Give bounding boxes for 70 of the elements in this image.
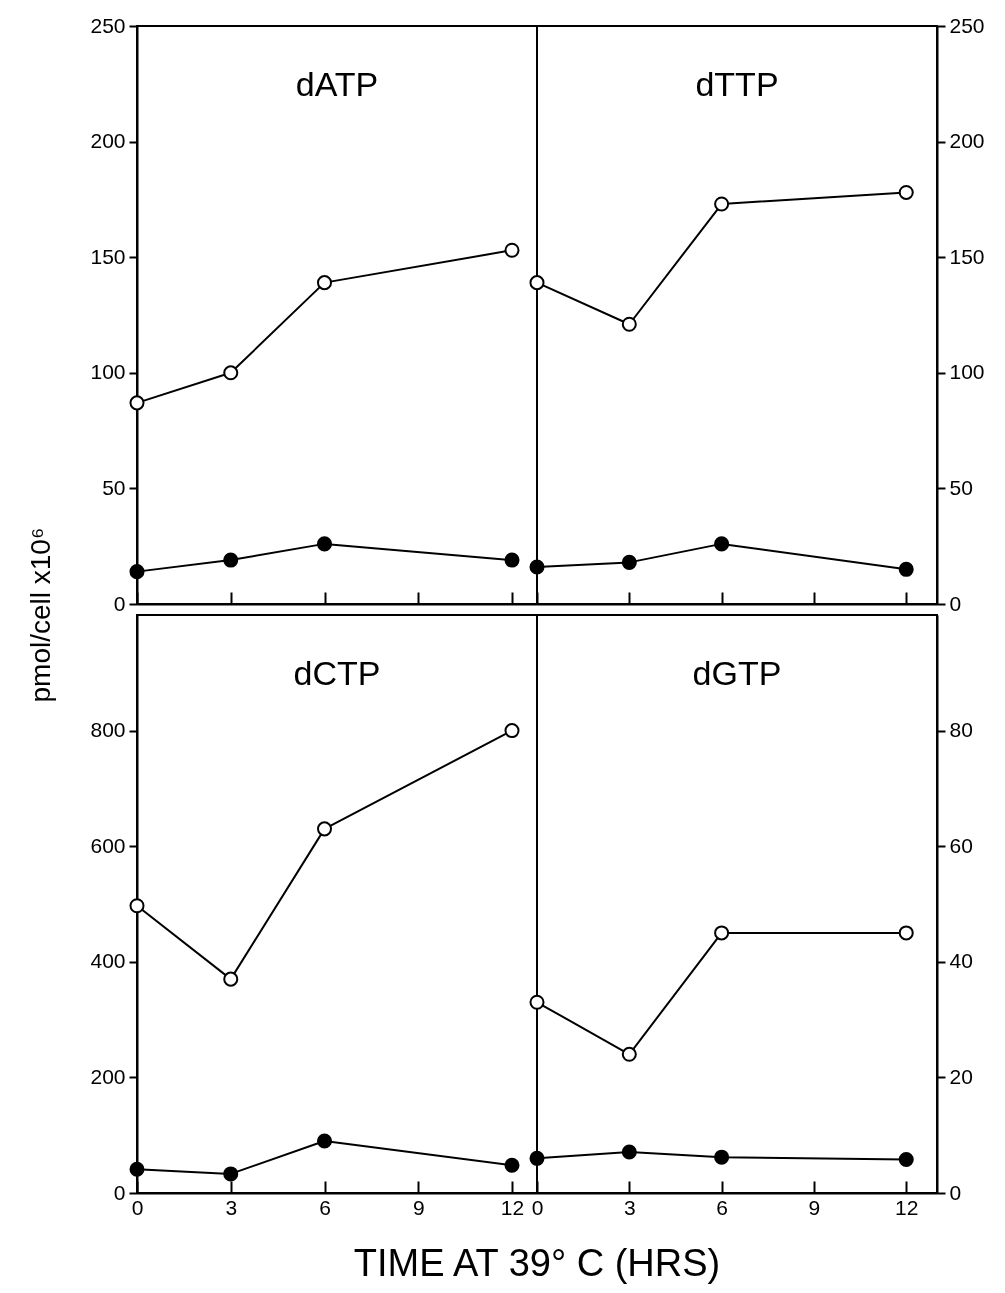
y-tick-label: 200 [90, 1064, 126, 1088]
point [316, 275, 333, 291]
text: dCTP [293, 654, 381, 692]
point [223, 971, 239, 987]
y2-tick-label: 80 [949, 718, 973, 742]
point [621, 1144, 637, 1160]
point [316, 1133, 333, 1149]
y-tick-label: 150 [90, 244, 126, 268]
y-tick-label: 800 [90, 718, 126, 742]
point [714, 536, 730, 552]
point [504, 242, 520, 258]
x-tick-label: 6 [319, 1195, 331, 1219]
point [129, 1161, 145, 1177]
x-tick-label: 6 [716, 1195, 728, 1219]
y-tick-label: 100 [90, 360, 126, 384]
point [316, 821, 333, 837]
point [529, 994, 545, 1010]
x-tick-label: 0 [131, 1195, 144, 1219]
y-tick-label: 400 [90, 949, 126, 973]
point [898, 184, 914, 200]
point [223, 1166, 239, 1182]
y-tick-label: 200 [90, 129, 126, 153]
point [621, 554, 637, 570]
y2-tick-label: 100 [949, 360, 985, 384]
point [504, 1157, 520, 1173]
y2-tick-label: 20 [949, 1064, 973, 1088]
y2-tick-label: 50 [949, 475, 973, 499]
text: dATP [295, 65, 379, 103]
y2-tick-label: 150 [949, 244, 985, 268]
y2-tick-label: 200 [949, 129, 985, 153]
y-tick-label: 0 [113, 591, 126, 615]
y-tick-label: 0 [113, 1180, 126, 1204]
point [621, 316, 637, 332]
y-tick-label: 600 [90, 833, 126, 857]
point [898, 561, 914, 577]
y2-tick-label: 0 [949, 1180, 962, 1204]
point [529, 275, 545, 291]
x-tick-label: 9 [808, 1195, 821, 1219]
point [223, 365, 239, 381]
x-tick-label: 12 [500, 1195, 525, 1219]
y2-tick-label: 0 [949, 591, 962, 615]
y-axis-title: pmol/cell x10⁶ [25, 527, 56, 703]
x-tick-label: 0 [531, 1195, 544, 1219]
point [223, 552, 239, 568]
y2-tick-label: 250 [949, 13, 985, 37]
point [621, 1046, 637, 1062]
y-tick-label: 250 [90, 13, 126, 37]
point [129, 898, 145, 914]
y2-tick-label: 60 [949, 833, 973, 857]
x-tick-label: 9 [412, 1195, 425, 1219]
y-tick-label: 50 [102, 475, 126, 499]
point [129, 395, 145, 411]
point [529, 559, 545, 575]
x-tick-label: 3 [623, 1195, 636, 1219]
point [316, 536, 333, 552]
point [714, 1149, 730, 1165]
y2-tick-label: 40 [949, 949, 973, 973]
point [504, 723, 520, 739]
x-tick-label: 12 [895, 1195, 919, 1219]
x-axis-title: TIME AT 39° C (HRS) [353, 1242, 721, 1284]
point [714, 196, 730, 212]
text: dGTP [692, 654, 782, 692]
point [504, 552, 520, 568]
text: dTTP [695, 65, 779, 103]
point [898, 1151, 914, 1167]
point [898, 925, 914, 941]
point [714, 925, 730, 941]
point [129, 564, 145, 580]
x-tick-label: 3 [225, 1195, 238, 1219]
point [529, 1150, 545, 1166]
